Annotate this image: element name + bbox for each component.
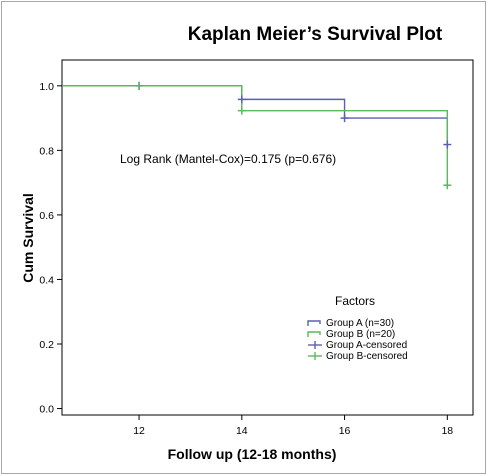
y-axis: 0.0 0.2 0.4 0.6 0.8 1.0 (39, 81, 62, 416)
y-tick-label: 0.0 (39, 404, 54, 416)
legend-swatch (307, 320, 321, 326)
y-tick-label: 0.6 (39, 210, 54, 222)
y-tick-label: 0.8 (39, 145, 54, 157)
x-axis: 12 14 16 18 (133, 415, 453, 437)
x-tick-label: 12 (133, 425, 145, 437)
legend-entry: Group A (n=30) (307, 318, 394, 329)
x-tick-label: 16 (339, 425, 351, 437)
log-rank-annotation: Log Rank (Mantel-Cox)=0.175 (p=0.676) (120, 152, 336, 166)
y-tick-label: 0.2 (39, 339, 54, 351)
plot-area (61, 59, 474, 416)
x-tick-label: 18 (441, 425, 453, 437)
legend-label: Group A-censored (326, 340, 407, 351)
censor-layer (135, 81, 452, 190)
legend: Factors Group A (n=30)Group B (n=20)Grou… (307, 294, 408, 362)
censor-marker-group-b (237, 106, 246, 115)
censor-marker-group-b (443, 181, 452, 190)
y-tick-label: 0.4 (39, 274, 54, 286)
y-axis-title: Cum Survival (20, 193, 36, 282)
legend-entry: Group A-censored (308, 340, 407, 351)
legend-label: Group B-censored (326, 351, 408, 362)
legend-label: Group B (n=20) (326, 329, 395, 340)
legend-title: Factors (335, 294, 375, 308)
x-axis-title: Follow up (12-18 months) (168, 446, 337, 462)
legend-entry: Group B (n=20) (307, 329, 395, 340)
legend-swatch (307, 331, 321, 337)
legend-entry: Group B-censored (308, 351, 408, 362)
censor-marker-group-b (135, 81, 144, 90)
legend-label: Group A (n=30) (326, 318, 394, 329)
legend-items: Group A (n=30)Group B (n=20)Group A-cens… (307, 318, 408, 362)
censor-marker-group-a (237, 95, 246, 104)
censor-marker-group-a (340, 114, 349, 123)
chart-title: Kaplan Meier’s Survival Plot (188, 24, 443, 45)
x-tick-label: 14 (236, 425, 248, 437)
y-tick-label: 1.0 (39, 81, 54, 93)
censor-marker-group-a (443, 140, 452, 149)
